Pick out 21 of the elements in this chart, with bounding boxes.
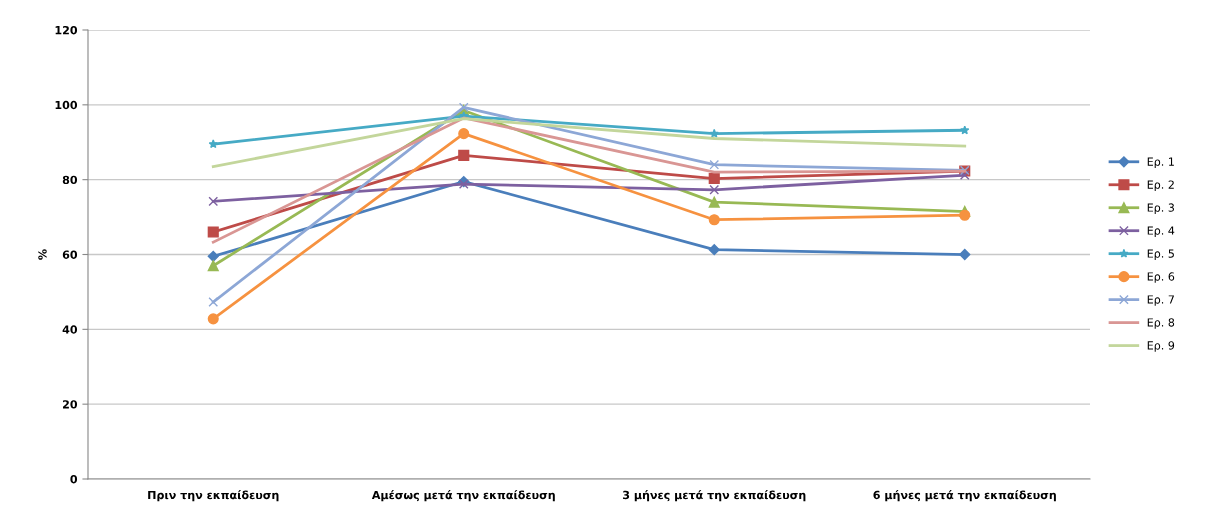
y-tick-label: 100 bbox=[55, 100, 78, 110]
y-tick-label: 40 bbox=[62, 325, 78, 334]
y-tick-label: 60 bbox=[62, 250, 78, 259]
legend-label: Ερ. 3 bbox=[1147, 203, 1174, 214]
legend-label: Ερ. 7 bbox=[1147, 295, 1174, 306]
y-tick-label: 20 bbox=[63, 400, 78, 409]
legend-label: Ερ. 1 bbox=[1147, 157, 1174, 168]
legend-label: Ερ. 4 bbox=[1147, 226, 1175, 237]
x-tick-label: 6 μήνες μετά την εκπαίδευση bbox=[873, 490, 1056, 502]
x-tick-label: Αμέσως μετά την εκπαίδευση bbox=[371, 490, 555, 502]
y-tick-label: 80 bbox=[62, 175, 78, 185]
x-tick-label: Πριν την εκπαίδευση bbox=[148, 490, 279, 502]
y-tick-label: 120 bbox=[55, 25, 78, 35]
legend-label: Ερ. 6 bbox=[1147, 272, 1175, 283]
legend-label: Ερ. 8 bbox=[1147, 318, 1175, 329]
legend-label: Ερ. 9 bbox=[1147, 341, 1175, 352]
legend-label: Ερ. 2 bbox=[1147, 180, 1174, 191]
y-tick-label: 0 bbox=[70, 474, 78, 484]
y-axis-title: % bbox=[38, 249, 47, 260]
x-tick-label: 3 μήνες μετά την εκπαίδευση bbox=[622, 490, 806, 502]
legend-label: Ερ. 5 bbox=[1147, 249, 1174, 260]
